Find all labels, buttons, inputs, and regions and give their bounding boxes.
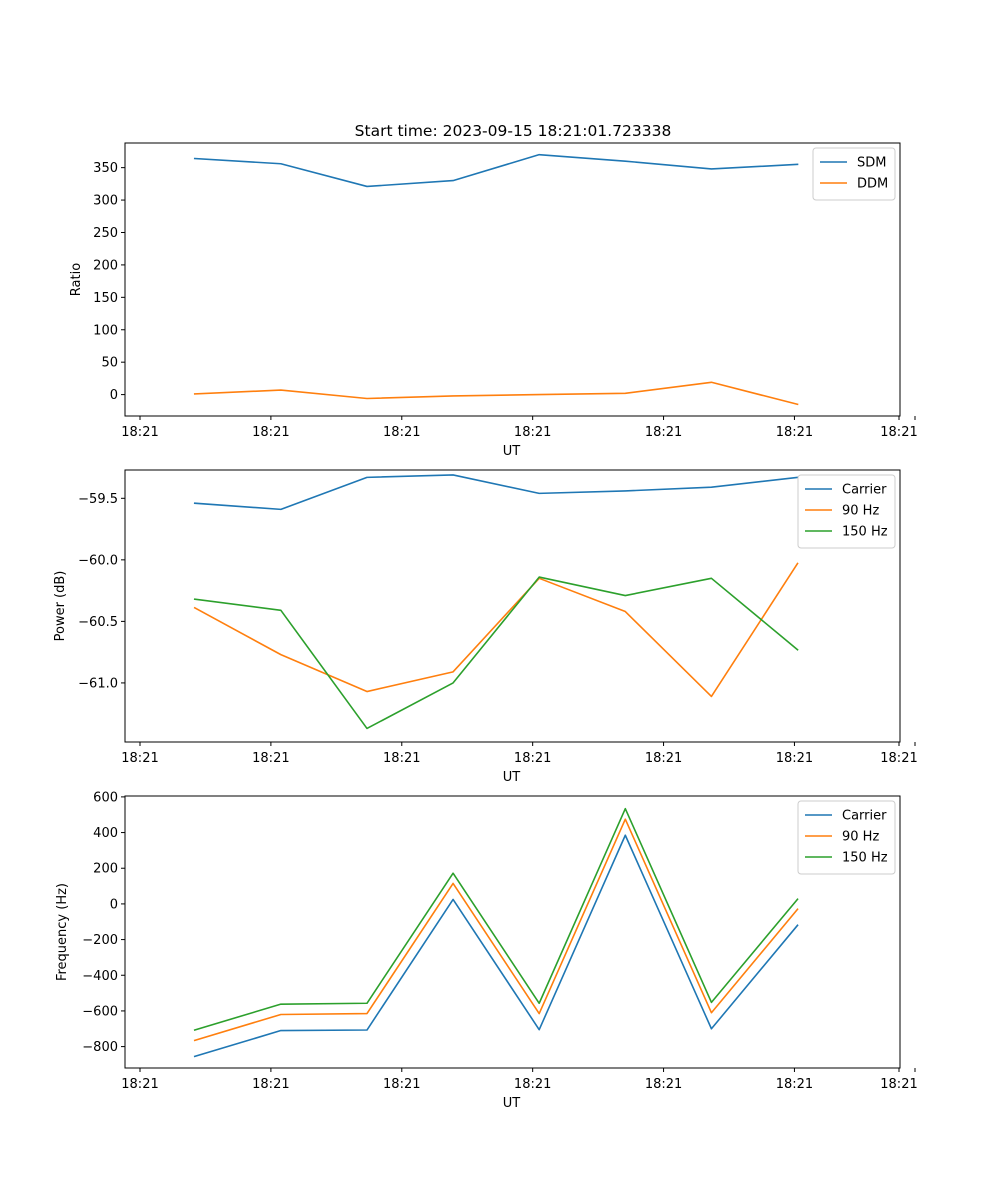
power-legend-label-150-hz: 150 Hz bbox=[842, 525, 888, 540]
power-series-carrier-line bbox=[193, 474, 799, 511]
power-series-90-hz-line bbox=[193, 562, 799, 698]
power-subplot: 18:21 18:21 18:21 18:21 18:21 18:21 18:21 UT −61… bbox=[53, 469, 918, 785]
power-y-tick-label: −60.0 bbox=[78, 553, 118, 568]
frequency-y-tick-label: 400 bbox=[93, 826, 118, 841]
power-x-tick-label: 18:21 bbox=[514, 751, 551, 766]
frequency-x-tick-label: 18:21 bbox=[776, 1077, 813, 1092]
frequency-series-150-hz-line bbox=[193, 807, 799, 1032]
frequency-x-tick-label: 18:21 bbox=[121, 1077, 158, 1092]
frequency-x-tick-label: 18:21 bbox=[514, 1077, 551, 1092]
ratio-y-tick-label: 0 bbox=[110, 388, 118, 403]
ratio-axes-frame bbox=[124, 142, 901, 417]
frequency-axes-frame bbox=[124, 795, 901, 1069]
power-x-tick-label: 18:21 bbox=[645, 751, 682, 766]
ratio-x-tick-label: 18:21 bbox=[121, 425, 158, 440]
frequency-legend-label-150-hz: 150 Hz bbox=[842, 851, 888, 866]
frequency-legend-label-carrier: Carrier bbox=[842, 809, 887, 824]
ratio-x-tick-label: 18:21 bbox=[383, 425, 420, 440]
ratio-x-tick-label: 18:21 bbox=[514, 425, 551, 440]
frequency-y-tick-label: 0 bbox=[110, 897, 118, 912]
power-legend-label-carrier: Carrier bbox=[842, 483, 887, 498]
frequency-legend-label-90-hz: 90 Hz bbox=[842, 830, 879, 845]
ratio-y-tick-label: 300 bbox=[93, 194, 118, 209]
power-x-tick-label: 18:21 bbox=[252, 751, 289, 766]
frequency-x-tick-label: 18:21 bbox=[645, 1077, 682, 1092]
frequency-y-tick-label: 200 bbox=[93, 862, 118, 877]
ratio-y-tick-label: 250 bbox=[93, 226, 118, 241]
power-y-tick-label: −61.0 bbox=[78, 676, 118, 691]
power-y-tick-label: −60.5 bbox=[78, 615, 118, 630]
ratio-y-tick-label: 50 bbox=[101, 356, 118, 371]
power-x-tick-label: 18:21 bbox=[383, 751, 420, 766]
frequency-y-tick-label: −400 bbox=[82, 969, 118, 984]
power-x-tick-label: 18:21 bbox=[776, 751, 813, 766]
frequency-y-tick-label: −600 bbox=[82, 1004, 118, 1019]
power-series-150-hz-line bbox=[193, 576, 799, 730]
frequency-x-tick-label: 18:21 bbox=[880, 1077, 917, 1092]
frequency-y-tick-label: −200 bbox=[82, 933, 118, 948]
ratio-y-tick-label: 200 bbox=[93, 258, 118, 273]
frequency-x-axis-label: UT bbox=[503, 1096, 521, 1111]
power-x-tick-label: 18:21 bbox=[880, 751, 917, 766]
ratio-x-tick-label: 18:21 bbox=[252, 425, 289, 440]
ratio-legend-label-ddm: DDM bbox=[857, 177, 888, 192]
ratio-x-axis-label: UT bbox=[503, 444, 521, 459]
power-x-axis-label: UT bbox=[503, 770, 521, 785]
ratio-x-tick-label: 18:21 bbox=[776, 425, 813, 440]
frequency-y-tick-label: −800 bbox=[82, 1040, 118, 1055]
frequency-legend-box bbox=[797, 800, 896, 875]
ratio-y-tick-label: 150 bbox=[93, 291, 118, 306]
power-legend-label-90-hz: 90 Hz bbox=[842, 504, 879, 519]
power-y-tick-label: −59.5 bbox=[78, 492, 118, 507]
ratio-series-ddm-line bbox=[193, 381, 799, 406]
ratio-legend-label-sdm: SDM bbox=[857, 156, 886, 171]
ratio-series-sdm-line bbox=[193, 153, 799, 188]
frequency-x-tick-label: 18:21 bbox=[383, 1077, 420, 1092]
ratio-x-tick-label: 18:21 bbox=[880, 425, 917, 440]
ratio-subplot: 18:21 18:21 18:21 18:21 18:21 18:21 18:21 UT 0 50… bbox=[69, 142, 918, 459]
power-legend-box bbox=[797, 474, 896, 549]
ratio-legend-box bbox=[812, 147, 896, 201]
ratio-y-tick-label: 100 bbox=[93, 323, 118, 338]
frequency-subplot: 18:21 18:21 18:21 18:21 18:21 18:21 18:21 UT −80… bbox=[55, 790, 918, 1111]
power-axes-frame bbox=[124, 469, 901, 743]
frequency-y-axis-label: Frequency (Hz) bbox=[55, 883, 70, 981]
power-x-tick-label: 18:21 bbox=[121, 751, 158, 766]
frequency-x-tick-label: 18:21 bbox=[252, 1077, 289, 1092]
frequency-series-90-hz-line bbox=[193, 818, 799, 1042]
ratio-x-tick-label: 18:21 bbox=[645, 425, 682, 440]
figure-title: Start time: 2023-09-15 18:21:01.723338 bbox=[355, 122, 672, 140]
frequency-y-tick-label: 600 bbox=[93, 790, 118, 805]
ratio-y-tick-label: 350 bbox=[93, 161, 118, 176]
frequency-series-carrier-line bbox=[193, 834, 799, 1058]
power-y-axis-label: Power (dB) bbox=[53, 571, 68, 642]
ratio-y-axis-label: Ratio bbox=[69, 263, 84, 296]
